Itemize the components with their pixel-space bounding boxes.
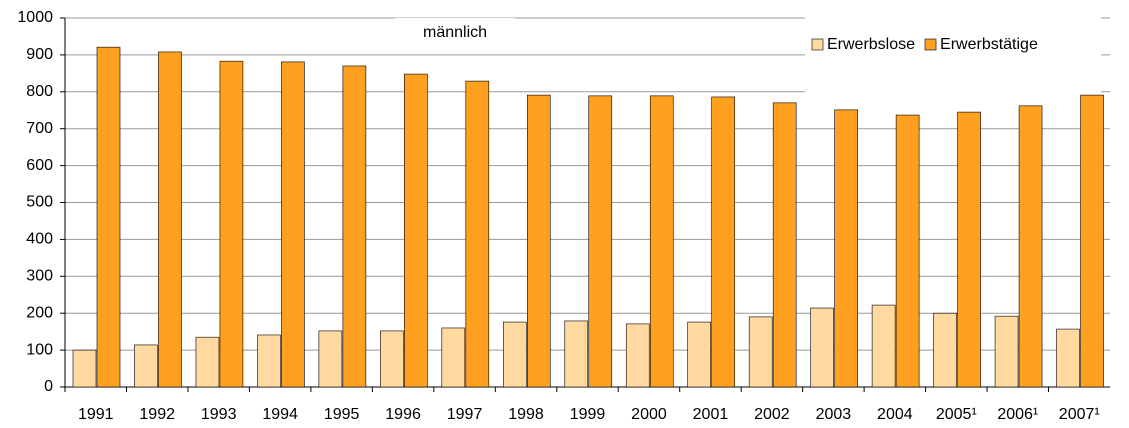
- x-tick-label: 2000: [631, 406, 667, 423]
- x-tick-label: 1993: [201, 406, 237, 423]
- bar: [72, 349, 97, 388]
- bar: [994, 315, 1019, 388]
- bar: [625, 323, 650, 388]
- legend-label: Erwerbstätige: [940, 36, 1038, 53]
- annotation: männlich: [423, 24, 487, 41]
- bar: [195, 336, 220, 388]
- y-tick-label: 800: [26, 83, 53, 100]
- bar: [134, 344, 158, 388]
- bar: [441, 327, 466, 388]
- x-tick-label: 1991: [78, 406, 114, 423]
- bar: [748, 316, 773, 388]
- bar: [404, 73, 428, 388]
- y-tick-label: 0: [44, 378, 53, 395]
- bar: [465, 80, 490, 388]
- bar: [564, 320, 589, 388]
- bars: [72, 46, 1104, 388]
- legend-box: [805, 10, 1101, 98]
- x-tick-label: 2003: [816, 406, 852, 423]
- x-tick-label: 2007¹: [1059, 406, 1100, 423]
- x-tick-label: 1999: [570, 406, 606, 423]
- bar: [342, 65, 367, 388]
- y-tick-label: 1000: [17, 9, 53, 26]
- x-tick-label: 1995: [324, 406, 360, 423]
- bar: [1056, 328, 1080, 388]
- x-tick-label: 2006¹: [997, 406, 1038, 423]
- bar: [318, 330, 343, 388]
- bar: [380, 330, 404, 388]
- bar: [772, 102, 797, 388]
- bar: [810, 307, 834, 388]
- y-tick-label: 700: [26, 120, 53, 137]
- x-tick-label: 1994: [262, 406, 298, 423]
- y-tick-label: 900: [26, 46, 53, 63]
- x-tick-label: 1998: [508, 406, 544, 423]
- bar: [257, 334, 281, 388]
- bar: [96, 46, 121, 388]
- x-tick-label: 2004: [877, 406, 913, 423]
- bar: [711, 96, 736, 388]
- bar: [526, 94, 551, 388]
- bar: [834, 109, 858, 388]
- y-tick-label: 500: [26, 194, 53, 211]
- x-tick-label: 1997: [447, 406, 483, 423]
- bar: [588, 95, 613, 388]
- bar: [957, 111, 981, 388]
- bar: [1018, 105, 1043, 388]
- bar: [687, 321, 712, 388]
- bar: [649, 95, 674, 388]
- x-tick-label: 1996: [385, 406, 421, 423]
- bar: [281, 61, 305, 388]
- y-tick-label: 600: [26, 157, 53, 174]
- annotation-box: [395, 18, 515, 48]
- x-tick-label: 2005¹: [936, 406, 977, 423]
- bar: [219, 60, 244, 388]
- x-tick-label: 2002: [754, 406, 790, 423]
- bar: [871, 304, 896, 388]
- bar: [933, 312, 957, 388]
- bar: [1080, 94, 1104, 388]
- legend-swatch: [924, 38, 937, 51]
- y-tick-label: 400: [26, 231, 53, 248]
- y-tick-label: 100: [26, 341, 53, 358]
- bar: [502, 321, 527, 388]
- bar: [158, 51, 182, 388]
- x-tick-label: 2001: [693, 406, 729, 423]
- legend-label: Erwerbslose: [827, 36, 915, 53]
- y-tick-label: 300: [26, 268, 53, 285]
- y-tick-label: 200: [26, 304, 53, 321]
- x-tick-label: 1992: [139, 406, 175, 423]
- bar: [895, 114, 920, 388]
- legend-swatch: [811, 38, 824, 51]
